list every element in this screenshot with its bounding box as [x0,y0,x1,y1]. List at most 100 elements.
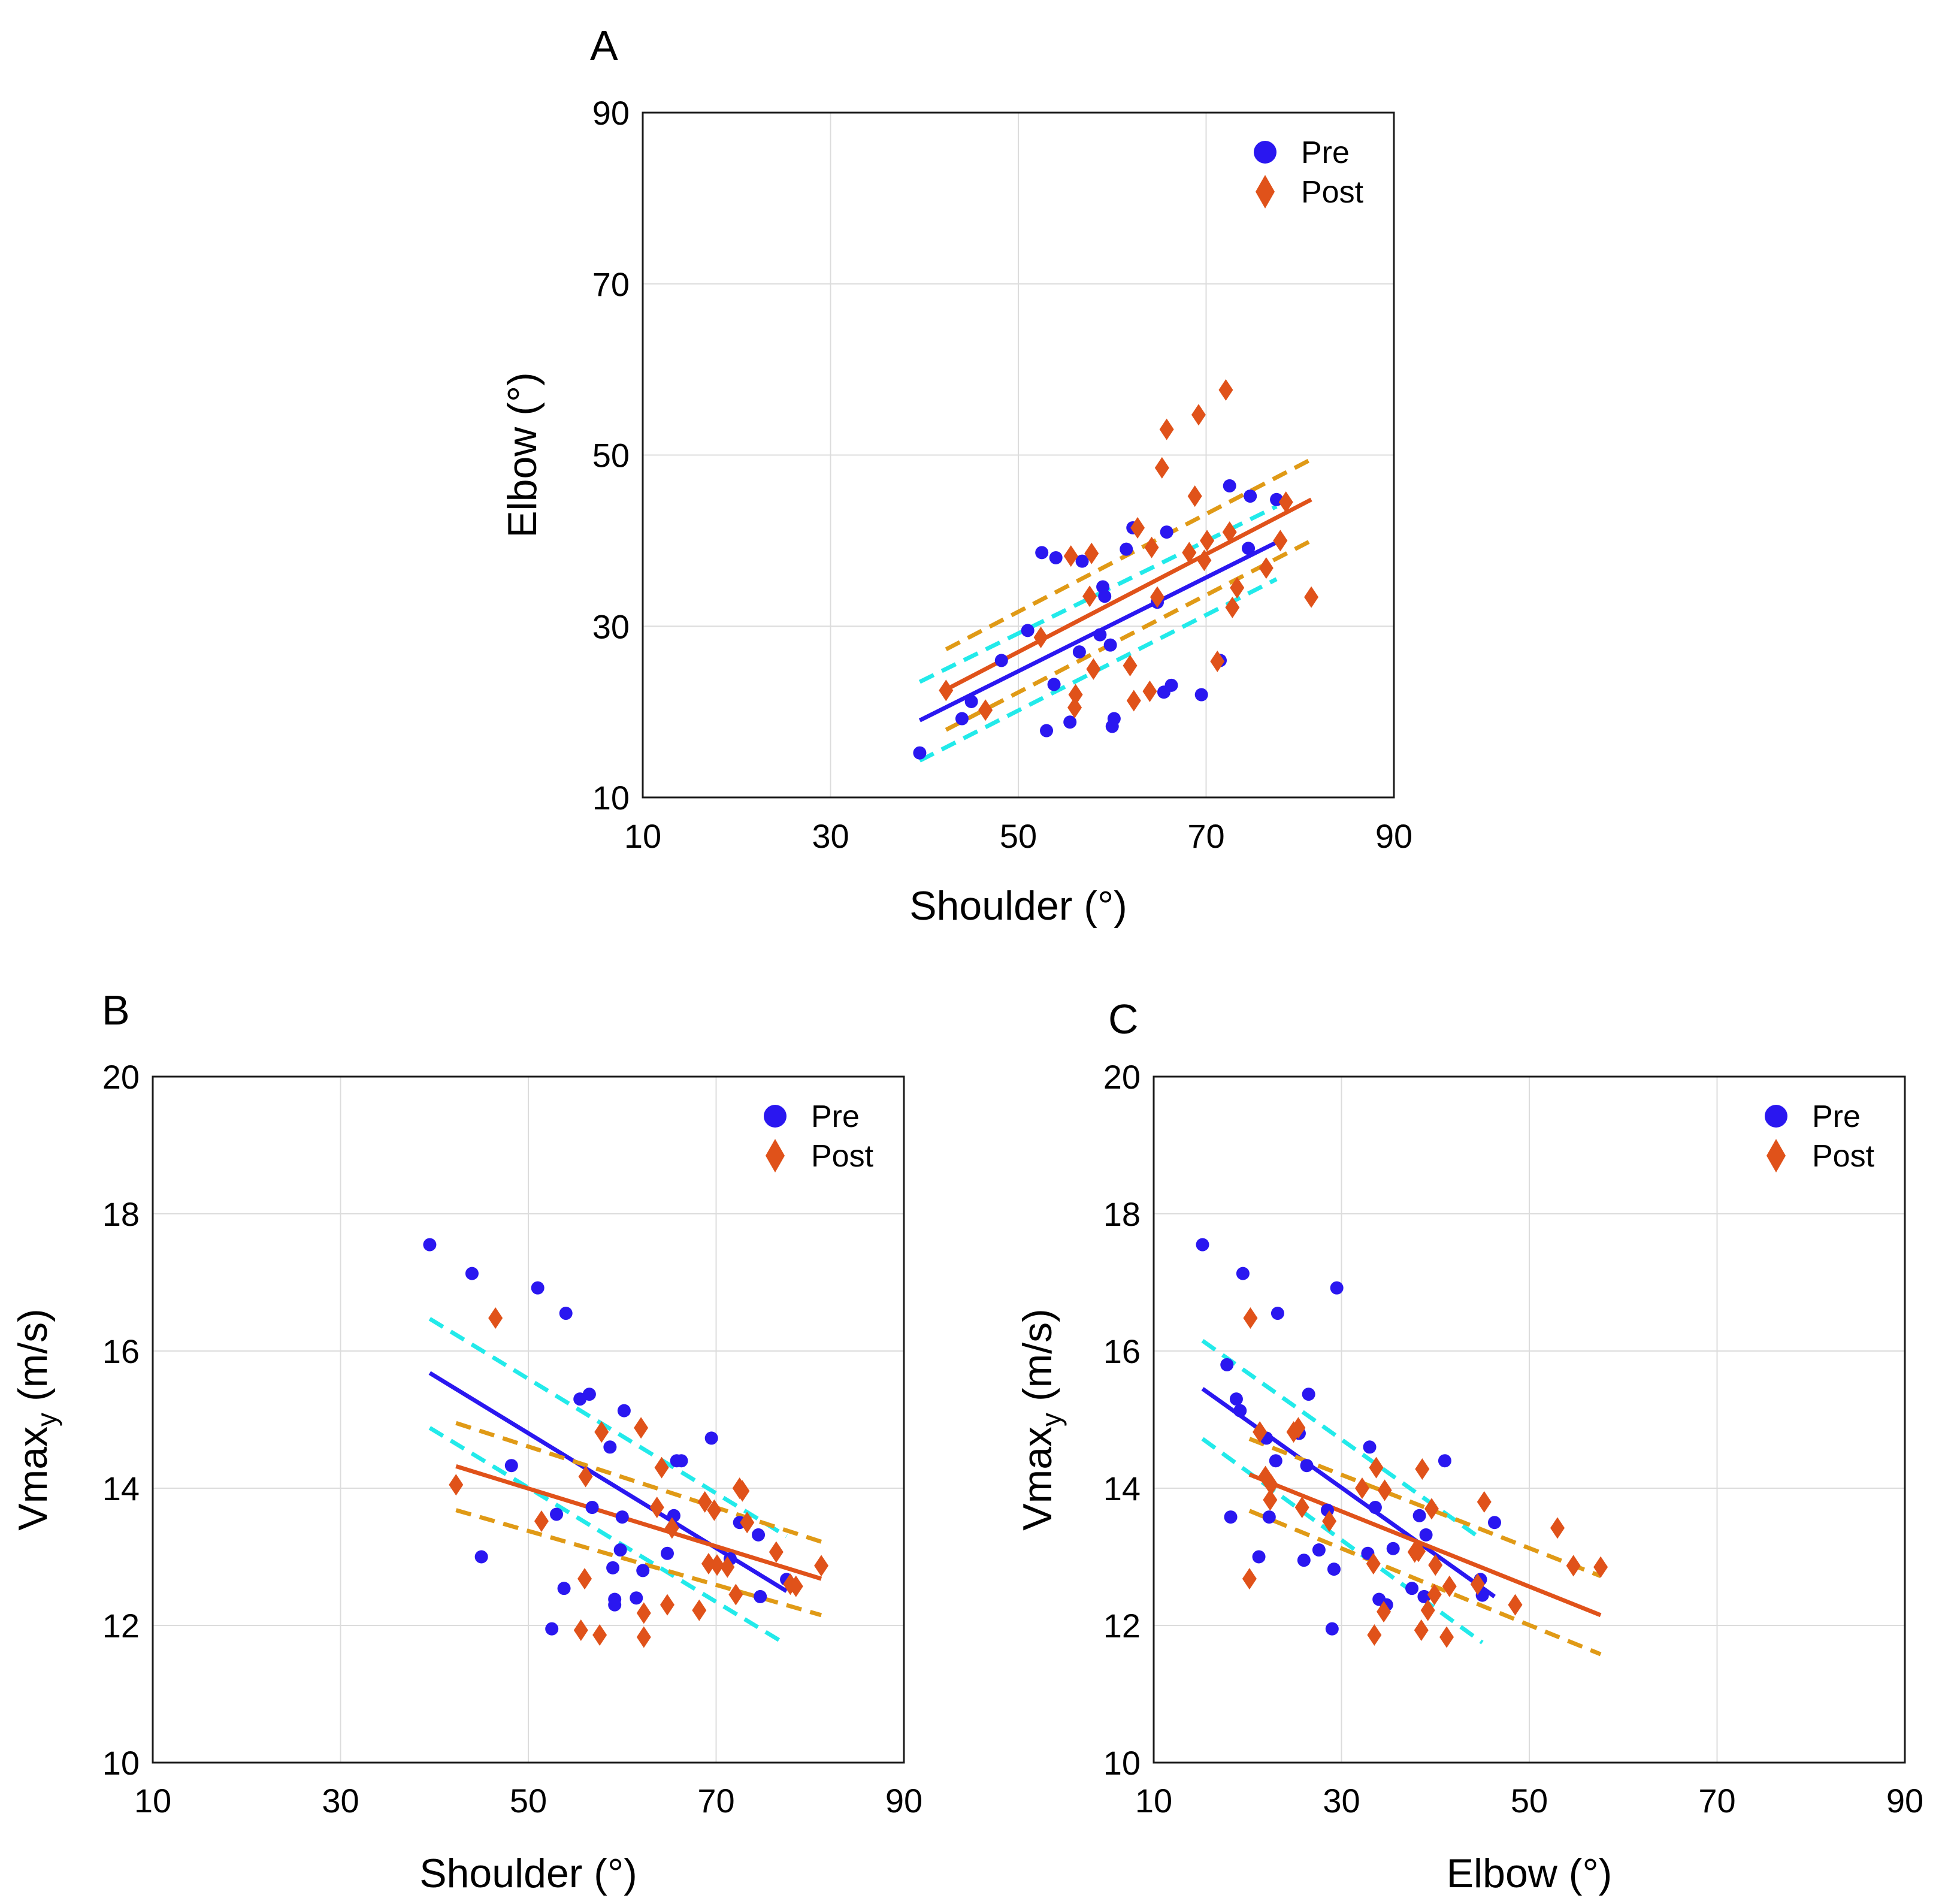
post-fit-line [455,1464,822,1581]
x-tick-label: 30 [322,1782,359,1820]
post-point [1123,654,1138,676]
x-tick-label: 70 [1187,817,1224,855]
y-tick-label: 18 [102,1195,140,1233]
panel-letter: A [590,22,618,69]
y-axis-label-main: Elbow (°) [500,372,545,538]
post-point [1063,545,1078,567]
x-tick-label: 70 [697,1782,734,1820]
y-tick-label: 10 [592,779,630,817]
x-tick-label: 90 [885,1782,922,1820]
post-point [1200,530,1215,552]
pre-point [913,746,927,760]
post-point [1369,1456,1384,1479]
pre-point [1194,688,1208,702]
pre-point [1368,1501,1382,1515]
pre-point [1160,525,1173,539]
pre-point [1021,624,1034,637]
x-tick-label: 10 [134,1782,171,1820]
post-point [1411,1540,1426,1563]
post-point [1084,542,1099,564]
pre-point [1224,1510,1238,1524]
post-point [1082,585,1097,608]
post-point [1291,1417,1306,1439]
post-point [1367,1624,1382,1646]
post-point [1377,1479,1392,1501]
pre-point [585,1501,599,1515]
pre-point [423,1238,437,1252]
x-tick-label: 90 [1886,1782,1923,1820]
pre-point [1233,1404,1247,1418]
pre-point [1262,1510,1276,1524]
pre-point [1236,1267,1250,1280]
panel-c: C 10 30 50 70 90 10 12 14 16 18 20 Elbow (°) Vmaxy (m… [1015,996,1923,1896]
post-point [1067,696,1082,718]
pre-point [606,1561,620,1574]
pre-point [1075,554,1089,568]
post-point [636,1626,651,1648]
y-tick-label: 12 [102,1607,140,1645]
legend-post-marker [1766,1139,1786,1172]
y-axis-label-main: Vmax [1015,1427,1060,1531]
post-point [594,1421,609,1443]
pre-point [1103,638,1117,652]
post-point [1218,379,1233,401]
plot-area [423,1238,829,1648]
x-tick-label: 30 [1323,1782,1360,1820]
pre-point [1120,542,1133,556]
y-axis-label-unit: (m/s) [1015,1308,1060,1413]
pre-point [1220,1358,1234,1371]
panel-b: B 10 30 50 70 90 10 12 14 16 18 20 Shoulder (°) Vmaxy… [10,987,922,1896]
pre-fit-line [1201,1387,1496,1598]
post-point [1253,1421,1268,1443]
pre-point [1242,542,1256,555]
post-point [634,1417,649,1439]
pre-ci-upper-line [1201,1338,1484,1542]
pre-point [1244,489,1257,503]
x-tick-label: 70 [1698,1782,1735,1820]
pre-point [615,1510,629,1524]
post-point [1197,549,1212,572]
post-point [814,1555,829,1577]
post-point [1377,1601,1392,1623]
pre-point [559,1307,573,1320]
post-point [710,1554,725,1576]
pre-point [557,1582,571,1595]
post-point [1182,542,1197,564]
panel-letter: C [1108,996,1139,1042]
legend-pre-label: Pre [1301,135,1350,170]
pre-point [994,654,1008,667]
post-point [1159,418,1174,440]
post-point [1508,1594,1523,1616]
pre-ci-lower-line [428,1426,788,1647]
x-tick-label: 10 [624,817,661,855]
post-point [534,1510,549,1532]
pre-point [1386,1542,1400,1555]
legend: Pre Post [1765,1099,1875,1174]
x-axis-label: Elbow (°) [1447,1851,1613,1896]
y-tick-label: 16 [1103,1332,1141,1370]
pre-point [582,1388,596,1401]
pre-point [608,1598,622,1612]
post-point [1068,684,1083,706]
pre-point [531,1281,545,1295]
y-tick-label: 16 [102,1332,140,1370]
pre-point [1049,551,1063,564]
post-point [1230,576,1245,599]
pre-point [504,1459,518,1473]
post-point [707,1499,722,1521]
pre-point [1223,479,1236,492]
pre-ci-lower-line [1201,1437,1484,1645]
pre-point [474,1550,488,1564]
x-tick-label: 50 [1511,1782,1548,1820]
pre-point [1164,678,1178,692]
y-axis-label-unit: (m/s) [10,1308,56,1413]
legend-post-marker [766,1139,785,1172]
post-point [1210,650,1225,672]
pre-point [955,712,969,726]
y-tick-label: 10 [102,1744,140,1782]
post-ci-lower-line [1248,1509,1602,1657]
post-point [1593,1556,1608,1578]
plot-area [1196,1238,1608,1657]
legend-pre-marker [1765,1105,1787,1128]
